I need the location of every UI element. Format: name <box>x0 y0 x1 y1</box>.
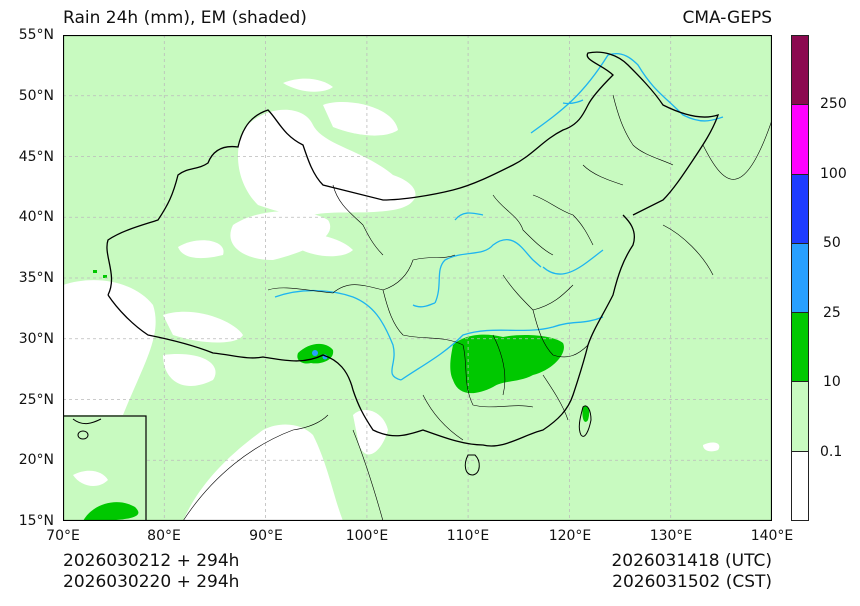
valid-time-cst: 2026031502 (CST) <box>612 572 772 592</box>
lon-tick-120: 120°E <box>548 528 592 544</box>
valid-time-block: 2026031418 (UTC) 2026031502 (CST) <box>611 551 772 593</box>
colorbar-seg-below-0.1 <box>792 451 808 520</box>
dry-regions <box>63 78 720 521</box>
lat-tick-15: 15°N <box>18 513 54 529</box>
lat-tick-45: 45°N <box>18 149 54 165</box>
lat-tick-55: 55°N <box>18 27 54 43</box>
colorbar-label-10: 10 <box>823 374 841 390</box>
title-left: Rain 24h (mm), EM (shaded) <box>63 8 307 28</box>
valid-time-utc: 2026031418 (UTC) <box>611 551 772 571</box>
colorbar-seg-25-50 <box>792 243 808 314</box>
lon-tick-130: 130°E <box>649 528 693 544</box>
colorbar-label-0.1: 0.1 <box>820 444 843 460</box>
gridlines <box>63 35 772 521</box>
colorbar-label-25: 25 <box>823 305 841 321</box>
lat-tick-20: 20°N <box>18 452 54 468</box>
init-time-block: 2026030212 + 294h 2026030220 + 294h <box>63 551 239 593</box>
south-china-sea-inset <box>63 415 147 521</box>
colorbar <box>791 35 809 521</box>
lat-tick-50: 50°N <box>18 88 54 104</box>
title-right: CMA-GEPS <box>682 8 772 28</box>
colorbar-label-250: 250 <box>820 96 847 112</box>
taiwan-island <box>464 405 592 476</box>
map-frame <box>63 35 772 521</box>
colorbar-seg-50-100 <box>792 174 808 244</box>
lat-tick-40: 40°N <box>18 209 54 225</box>
lon-tick-90: 90°E <box>249 528 283 544</box>
colorbar-seg-0.1-10 <box>792 382 808 452</box>
colorbar-seg-100-250 <box>792 105 808 175</box>
colorbar-seg-10-25 <box>792 313 808 383</box>
precipitation-map <box>63 35 772 521</box>
lon-tick-110: 110°E <box>446 528 490 544</box>
lon-tick-140: 140°E <box>750 528 794 544</box>
lon-tick-80: 80°E <box>147 528 181 544</box>
country-borders <box>106 51 720 447</box>
colorbar-seg-250plus <box>792 36 808 106</box>
lon-tick-100: 100°E <box>345 528 389 544</box>
province-borders <box>182 94 772 521</box>
lat-tick-25: 25°N <box>18 392 54 408</box>
lon-tick-70: 70°E <box>46 528 80 544</box>
lat-tick-30: 30°N <box>18 331 54 347</box>
colorbar-label-50: 50 <box>823 235 841 251</box>
lat-tick-35: 35°N <box>18 270 54 286</box>
colorbar-label-100: 100 <box>820 166 847 182</box>
init-time-cst: 2026030220 + 294h <box>63 572 240 592</box>
init-time-utc: 2026030212 + 294h <box>63 551 240 571</box>
